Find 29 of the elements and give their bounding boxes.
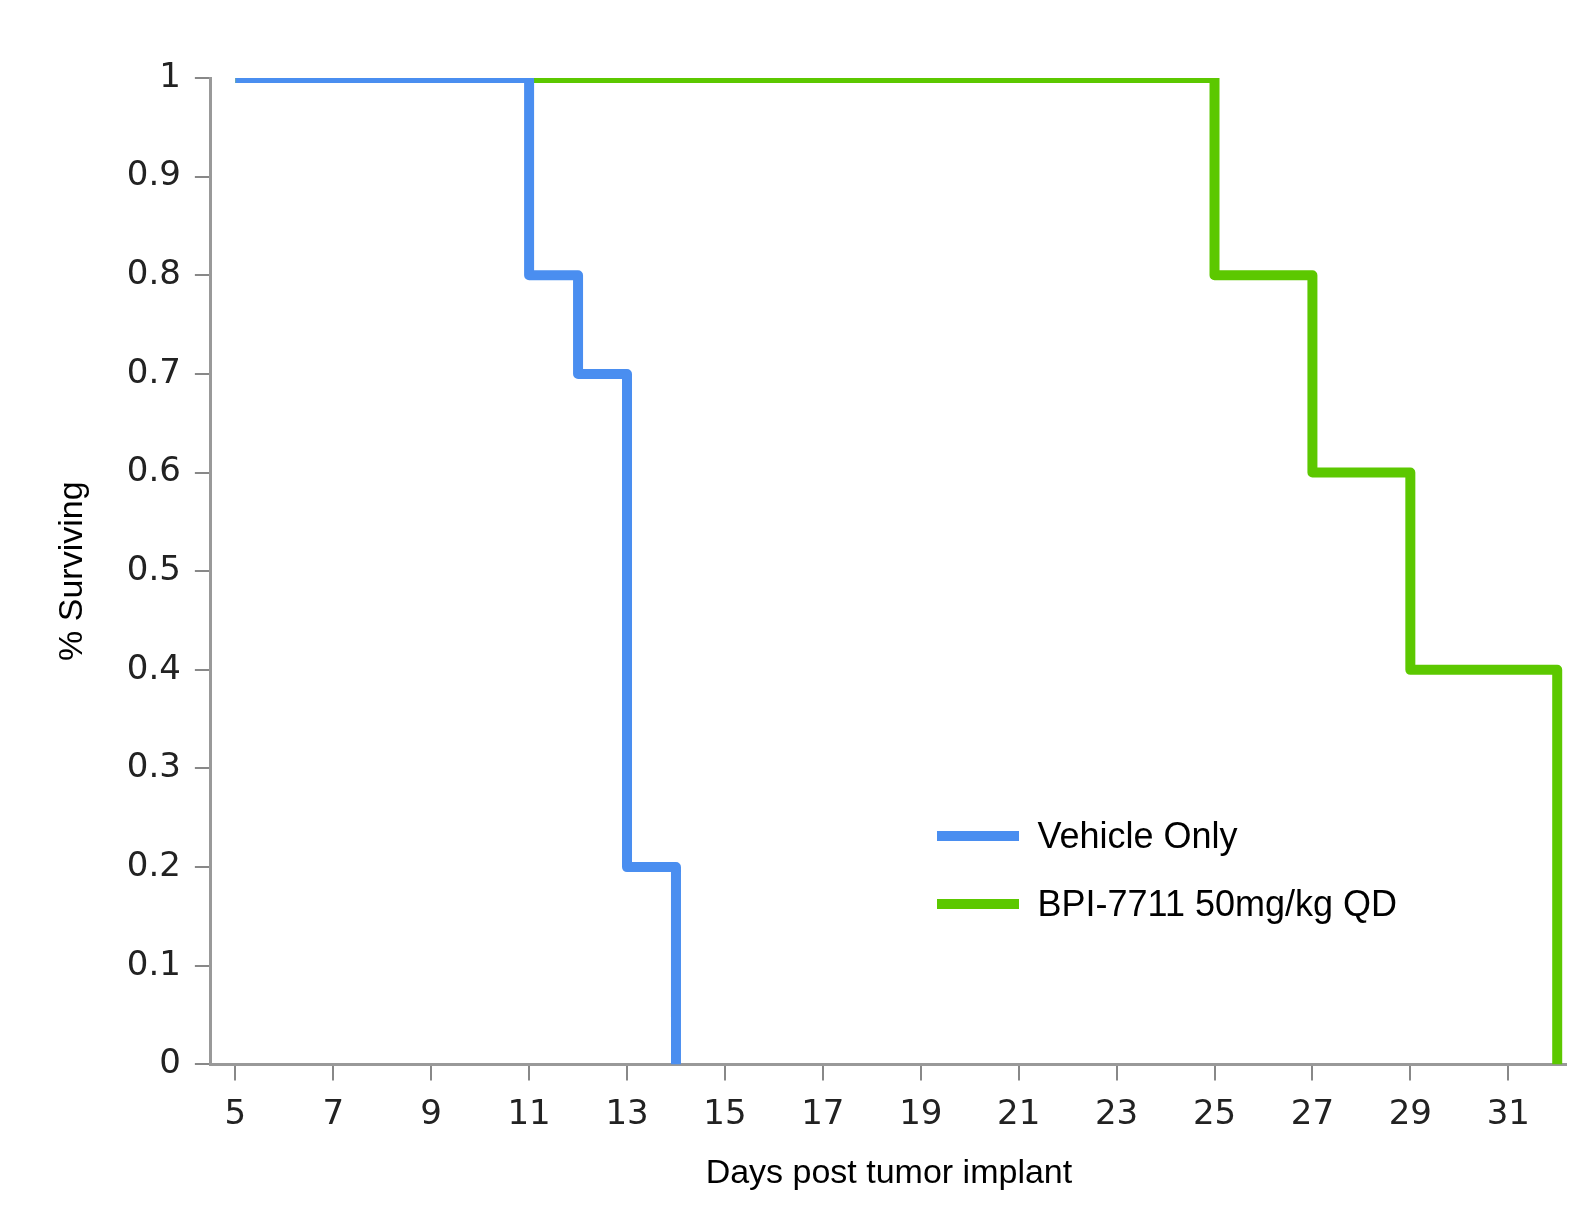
x-tick-label: 17 [801,1091,845,1132]
y-tick-label: 0.7 [126,350,181,391]
legend-label: BPI-7711 50mg/kg QD [1037,883,1397,925]
x-tick-label: 15 [703,1091,747,1132]
x-tick-label: 7 [322,1091,345,1132]
x-tick-label: 13 [605,1091,649,1132]
y-tick-label: 0.8 [126,252,181,293]
x-tick-label: 23 [1094,1091,1139,1132]
x-tick-label: 5 [224,1091,247,1132]
x-tick-label: 9 [420,1091,442,1132]
y-tick-label: 0.1 [126,942,181,983]
y-tick-label: 0.4 [126,646,181,687]
x-axis-title: Days post tumor implant [705,1151,1073,1190]
legend-label: Vehicle Only [1037,815,1238,857]
y-tick-label: 0.6 [126,449,181,490]
y-tick-label: 0.5 [126,548,181,589]
x-tick-label: 25 [1192,1091,1237,1132]
x-tick-label: 21 [997,1091,1041,1132]
x-tick-label: 29 [1388,1091,1432,1132]
y-tick-label: 0.2 [126,843,181,884]
x-tick-label: 19 [899,1091,943,1132]
x-tick-label: 27 [1290,1091,1335,1132]
y-axis-title: % Surviving [50,481,89,661]
y-tick-label: 0 [159,1041,181,1082]
x-tick-label: 11 [507,1091,551,1132]
y-tick-label: 1 [159,54,181,95]
y-tick-label: 0.9 [126,153,181,194]
x-tick-label: 31 [1486,1091,1530,1132]
y-tick-label: 0.3 [126,745,181,786]
